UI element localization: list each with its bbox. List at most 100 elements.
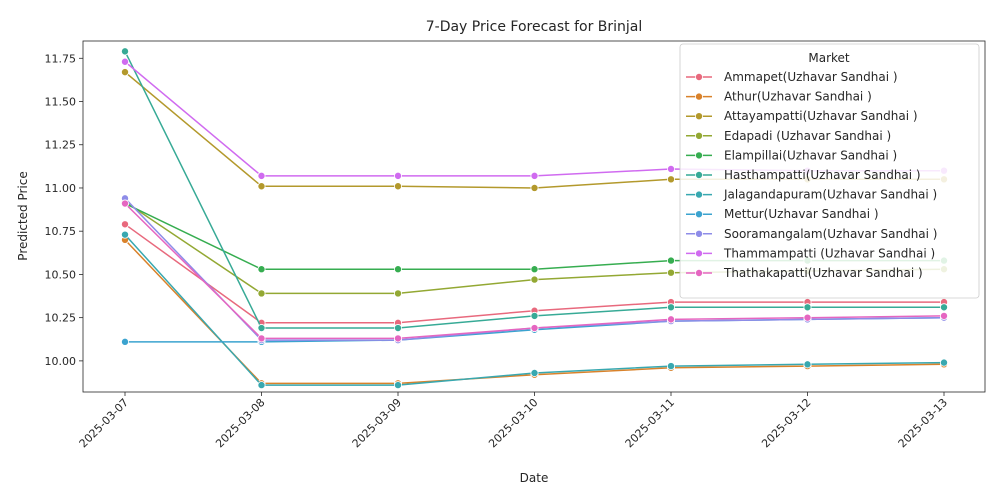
legend-entry-0: Ammapet(Uzhavar Sandhai ) [686,70,898,84]
x-tick-label: 2025-03-07 [77,396,131,450]
legend-swatch-marker [695,190,704,199]
legend-label: Ammapet(Uzhavar Sandhai ) [724,70,898,84]
data-point [257,324,266,333]
y-tick-label: 10.00 [45,355,77,368]
legend-label: Mettur(Uzhavar Sandhai ) [724,207,879,221]
legend-entry-9: Thammampatti (Uzhavar Sandhai ) [686,246,935,260]
data-point [121,337,130,346]
data-point [530,368,539,377]
data-point [667,303,676,312]
legend-entry-4: Elampillai(Uzhavar Sandhai ) [686,148,897,162]
legend-swatch-marker [695,73,704,82]
plot-area [82,40,986,393]
legend-entry-8: Sooramangalam(Uzhavar Sandhai ) [686,227,938,241]
y-tick-label: 11.25 [45,139,77,152]
data-point [257,182,266,191]
series-6 [121,230,949,390]
data-point [393,182,402,191]
data-point [257,334,266,343]
data-point [940,303,949,312]
legend-entry-5: Hasthampatti(Uzhavar Sandhai ) [686,168,921,182]
legend-entry-10: Thathakapatti(Uzhavar Sandhai ) [686,266,923,280]
data-point [393,171,402,180]
legend-label: Athur(Uzhavar Sandhai ) [724,90,872,104]
data-point [940,358,949,367]
data-point [803,313,812,322]
y-tick-label: 10.50 [45,268,77,281]
data-point [940,311,949,320]
legend-swatch-marker [695,131,704,140]
data-point [667,362,676,371]
legend-entry-6: Jalagandapuram(Uzhavar Sandhai ) [686,188,937,202]
y-tick-label: 11.00 [45,182,77,195]
data-point [257,171,266,180]
legend-label: Attayampatti(Uzhavar Sandhai ) [724,109,918,123]
series-5 [121,47,949,333]
legend-label: Elampillai(Uzhavar Sandhai ) [724,148,897,162]
series-10 [121,199,949,343]
data-point [803,360,812,369]
x-tick-label: 2025-03-12 [759,396,813,450]
legend-swatch-marker [695,112,704,121]
legend-label: Sooramangalam(Uzhavar Sandhai ) [724,227,938,241]
data-point [667,268,676,277]
legend-label: Thathakapatti(Uzhavar Sandhai ) [723,266,923,280]
data-point [257,265,266,274]
data-point [530,275,539,284]
legend-swatch-marker [695,268,704,277]
x-axis-label: Date [520,471,549,485]
data-point [393,334,402,343]
data-point [530,171,539,180]
legend-label: Jalagandapuram(Uzhavar Sandhai ) [723,188,937,202]
x-tick-label: 2025-03-11 [623,396,677,450]
data-point [393,289,402,298]
legend-entry-7: Mettur(Uzhavar Sandhai ) [686,207,879,221]
x-tick-label: 2025-03-10 [486,396,540,450]
legend-swatch-marker [695,210,704,219]
data-point [121,220,130,229]
data-point [530,311,539,320]
legend: Market Ammapet(Uzhavar Sandhai ) Athur(Uz… [679,43,980,299]
legend-entry-1: Athur(Uzhavar Sandhai ) [686,90,872,104]
legend-frame [679,43,980,299]
y-tick-label: 11.50 [45,96,77,109]
legend-swatch-marker [695,229,704,238]
data-point [667,175,676,184]
legend-label: Thammampatti (Uzhavar Sandhai ) [723,246,935,260]
data-point [257,289,266,298]
data-point [121,47,130,56]
y-tick-label: 10.75 [45,225,77,238]
legend-entry-2: Attayampatti(Uzhavar Sandhai ) [686,109,918,123]
legend-entry-3: Edapadi (Uzhavar Sandhai ) [686,129,891,143]
legend-swatch-marker [695,151,704,160]
data-point [121,199,130,208]
legend-swatch-marker [695,92,704,101]
data-point [667,164,676,173]
x-tick-label: 2025-03-08 [213,396,267,450]
legend-swatch-marker [695,170,704,179]
y-axis: 10.00 10.25 10.50 10.75 11.00 11.25 11.50 11.75 [45,52,83,368]
series-layer [121,47,949,390]
legend-swatch-marker [695,249,704,258]
legend-label: Edapadi (Uzhavar Sandhai ) [724,129,891,143]
y-axis-label: Predicted Price [16,171,30,260]
legend-title: Market [808,51,850,65]
data-point [393,324,402,333]
data-point [121,230,130,239]
data-point [393,265,402,274]
data-point [121,57,130,66]
data-point [530,324,539,333]
data-point [530,265,539,274]
data-point [393,381,402,390]
legend-label: Hasthampatti(Uzhavar Sandhai ) [724,168,921,182]
x-axis: 2025-03-07 2025-03-08 2025-03-09 2025-03-10… [77,392,950,450]
x-tick-label: 2025-03-13 [896,396,950,450]
data-point [257,381,266,390]
data-point [530,183,539,192]
y-tick-label: 10.25 [45,312,77,325]
data-point [803,303,812,312]
data-point [667,256,676,265]
legend-entries: Ammapet(Uzhavar Sandhai ) Athur(Uzhavar S… [686,70,938,280]
data-point [121,68,130,77]
